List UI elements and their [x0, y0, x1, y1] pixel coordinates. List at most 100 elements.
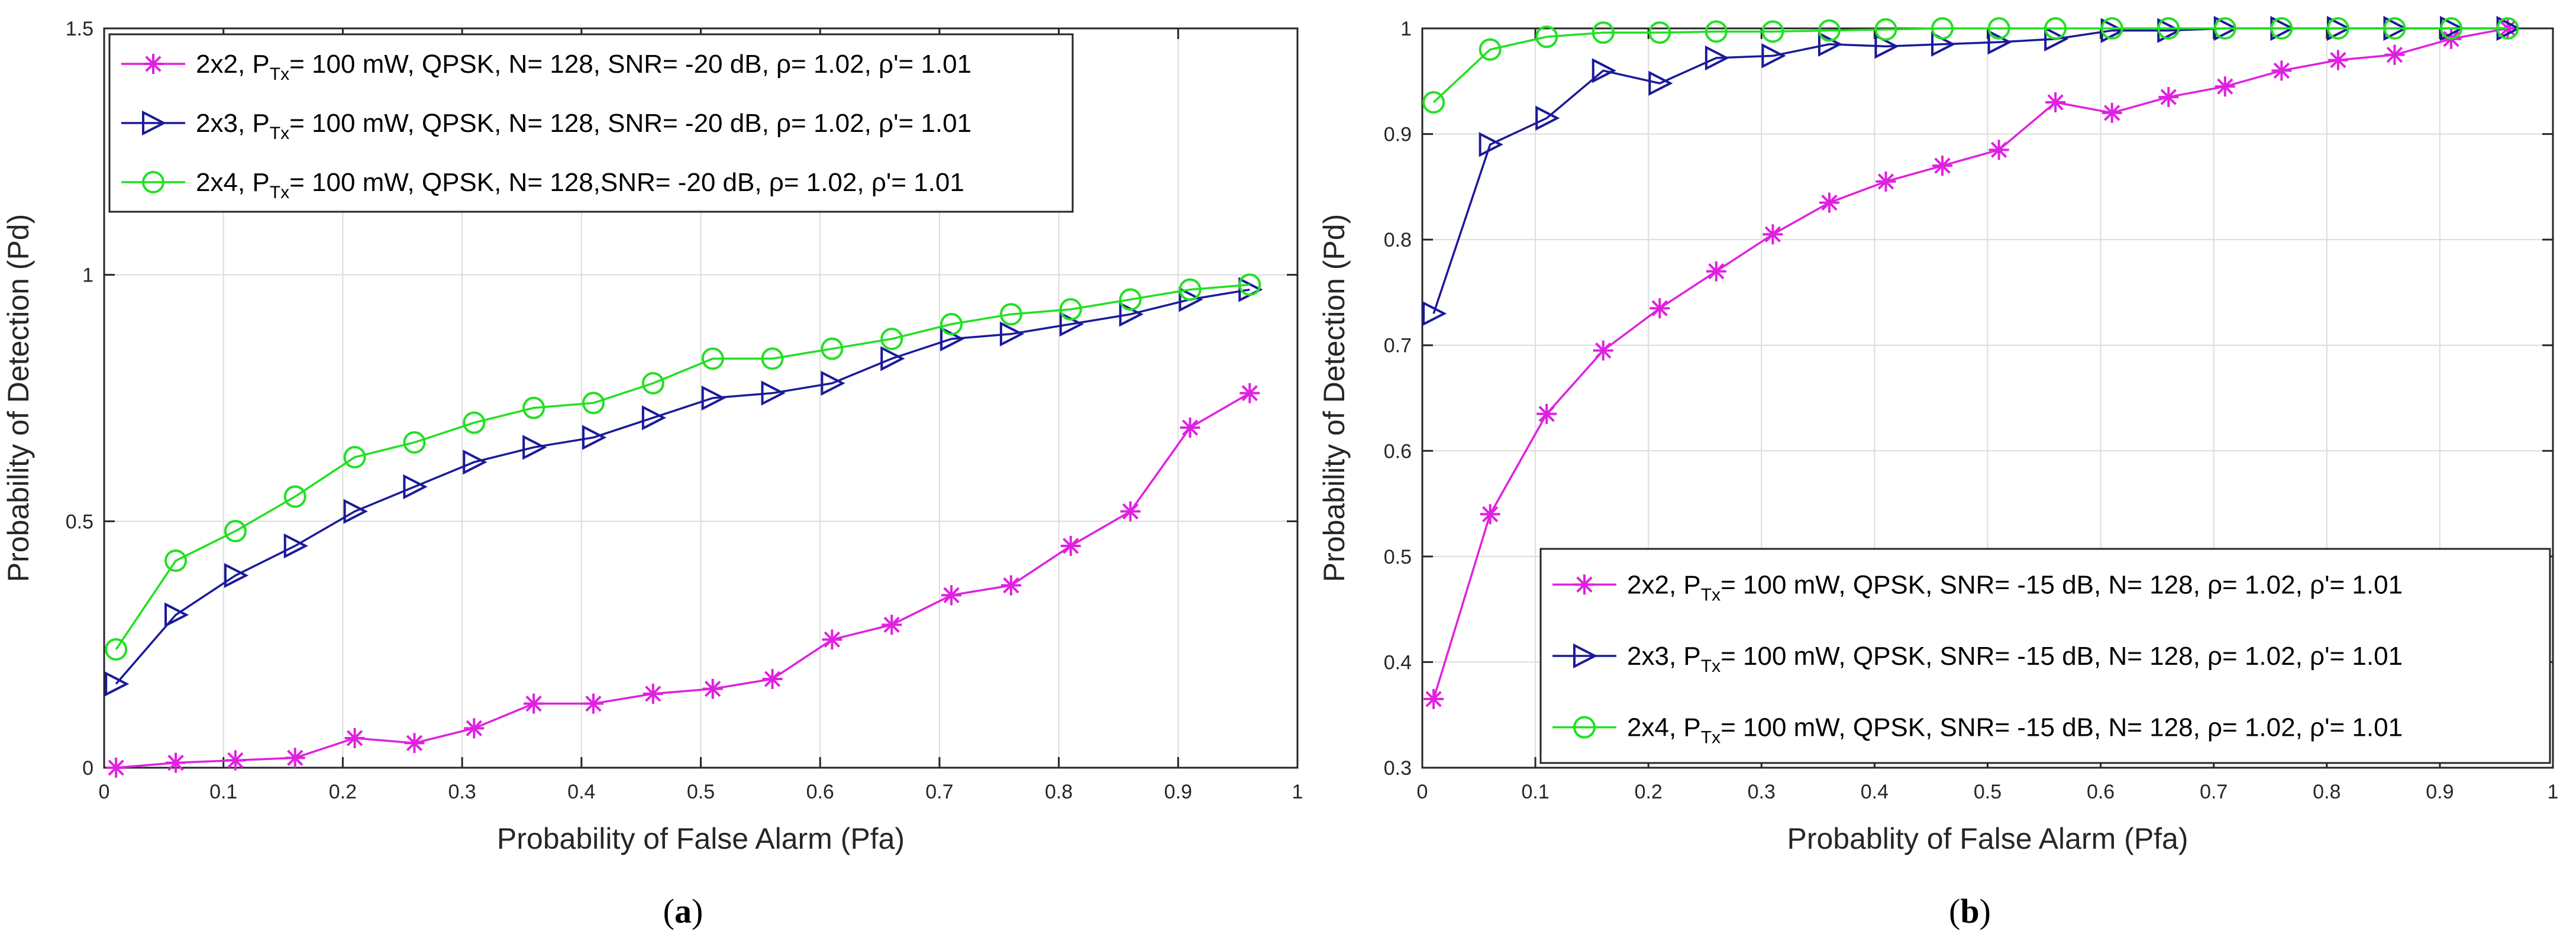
x-tick-label: 1	[2548, 781, 2559, 803]
series-s2x2-point	[1180, 418, 1200, 438]
legend-label-pre: 2x4, P	[196, 168, 270, 197]
series-s2x2-point	[583, 693, 603, 714]
legend-s2x2-point	[1574, 574, 1594, 595]
caption-open: (	[663, 892, 674, 930]
series-s2x2-point	[166, 752, 186, 773]
series-s2x2-point	[2045, 92, 2066, 112]
legend-label-subscript: Tx	[1701, 728, 1720, 748]
series-s2x2	[106, 383, 1260, 778]
x-tick-label: 0.8	[1045, 781, 1073, 803]
legend-s2x4-point	[1573, 716, 1596, 739]
x-tick-label: 0	[99, 781, 110, 803]
x-tick-label: 0.4	[567, 781, 595, 803]
y-tick-label: 0.9	[1384, 124, 1412, 146]
legend-entry-s2x3: 2x3, PTx= 100 mW, QPSK, SNR= -15 dB, N= …	[1552, 642, 2403, 676]
x-axis-label: Probability of False Alarm (Pfa)	[497, 822, 905, 855]
series-s2x3-point	[522, 435, 547, 460]
series-s2x2-point	[464, 718, 485, 739]
series-s2x2-point	[1649, 298, 1670, 319]
series-s2x2-point	[1593, 340, 1613, 361]
legend-label-subscript: Tx	[270, 124, 289, 143]
x-tick-label: 1	[1292, 781, 1303, 803]
series-s2x4-point	[1987, 17, 2010, 40]
legend-s2x4-point	[142, 171, 164, 193]
series-s2x3-point	[821, 370, 845, 396]
x-tick-label: 0.4	[1861, 781, 1889, 803]
series-s2x3-point	[999, 321, 1025, 347]
series-s2x2-point	[344, 728, 365, 748]
legend-label-post: = 100 mW, QPSK, N= 128, SNR= -20 dB, ρ= …	[289, 50, 971, 79]
series-s2x4-point	[343, 446, 366, 468]
series-s2x4-point	[1535, 25, 1558, 48]
series-s2x2-point	[2102, 102, 2122, 123]
legend-entry-s2x3: 2x3, PTx= 100 mW, QPSK, N= 128, SNR= -20…	[121, 109, 971, 143]
series-s2x4-point	[1592, 21, 1615, 44]
series-line-s2x2	[116, 392, 1251, 769]
series-s2x4-point	[1422, 91, 1445, 114]
series-s2x2-point	[822, 629, 842, 650]
legend-label-pre: 2x3, P	[196, 109, 270, 138]
legend-label: 2x3, PTx= 100 mW, QPSK, SNR= -15 dB, N= …	[1627, 642, 2403, 676]
chart-panel-b: 0 0.1 0.2 0.3 0.4 0.5 0.6 0.7 0.8 0.9 1 0.3 0.4 0.5 0.…	[1318, 15, 2559, 930]
series-s2x4-point	[2326, 17, 2349, 40]
series-s2x3-point	[761, 380, 786, 406]
series-s2x2-point	[1819, 192, 1839, 213]
legend-entry-s2x2: 2x2, PTx= 100 mW, QPSK, SNR= -15 dB, N= …	[1552, 570, 2403, 604]
series-s2x4-point	[105, 638, 128, 661]
series-s2x4-point	[582, 392, 605, 415]
x-tick-label: 0.6	[2087, 781, 2115, 803]
y-tick-label: 0.4	[1384, 651, 1412, 674]
series-s2x2-point	[1120, 501, 1141, 522]
legend: 2x2, PTx= 100 mW, QPSK, N= 128, SNR= -20…	[108, 33, 1074, 213]
series-s2x2-point	[2384, 44, 2405, 65]
series-s2x2-point	[225, 750, 246, 771]
series-s2x2-point	[1875, 171, 1896, 192]
y-axis-label: Probability of Detection (Pd)	[2, 214, 35, 583]
series-s2x2-point	[1762, 224, 1783, 245]
legend-label-post: = 100 mW, QPSK, SNR= -15 dB, N= 128, ρ= …	[1720, 570, 2403, 599]
legend-entry-s2x4: 2x4, PTx= 100 mW, QPSK, N= 128,SNR= -20 …	[121, 168, 964, 202]
series-s2x2-point	[1000, 575, 1021, 596]
series-s2x4	[1422, 17, 2519, 114]
y-tick-label: 0	[82, 757, 93, 780]
series-s2x4-point	[1818, 19, 1841, 42]
series-s2x2-point	[106, 758, 127, 778]
series-s2x4-point	[1761, 20, 1784, 43]
series-s2x4-point	[1648, 21, 1671, 44]
series-line-s2x2	[1432, 27, 2508, 700]
legend-label-pre: 2x3, P	[1627, 642, 1701, 671]
series-s2x2-point	[1480, 504, 1500, 525]
y-tick-label: 1	[82, 264, 93, 287]
series-s2x3-point	[1479, 132, 1503, 157]
series-s2x2-point	[941, 585, 962, 606]
series-s2x3-point	[105, 671, 130, 697]
caption-letter: a	[674, 892, 692, 930]
series-s2x4-point	[1931, 17, 1954, 40]
x-tick-label: 0.1	[1521, 781, 1549, 803]
legend-label-post: = 100 mW, QPSK, SNR= -15 dB, N= 128, ρ= …	[1720, 713, 2403, 742]
series-s2x2-point	[404, 733, 425, 754]
x-tick-label: 0.5	[687, 781, 715, 803]
series-s2x3-point	[641, 405, 667, 431]
caption-open: (	[1949, 892, 1960, 930]
series-s2x4-point	[761, 347, 784, 370]
x-tick-label: 0	[1417, 781, 1428, 803]
series-s2x2-point	[2215, 76, 2235, 97]
series-s2x2-point	[643, 684, 663, 704]
series-s2x4-point	[522, 396, 545, 419]
series-s2x2-point	[1932, 156, 1953, 176]
x-tick-label: 0.2	[329, 781, 357, 803]
series-s2x4-point	[403, 431, 426, 454]
chart-panel-a: 0 0.1 0.2 0.3 0.4 0.5 0.6 0.7 0.8 0.9 1 0 0.5 1 1.5 Pro…	[2, 18, 1303, 930]
caption-letter: b	[1960, 892, 1979, 930]
series-s2x2-point	[2158, 87, 2179, 108]
series-s2x3-point	[582, 425, 607, 450]
series-s2x3-point	[224, 562, 249, 588]
legend-label-post: = 100 mW, QPSK, SNR= -15 dB, N= 128, ρ= …	[1720, 642, 2403, 671]
series-s2x4-point	[2270, 17, 2293, 40]
series-s2x3-point	[164, 602, 189, 628]
x-axis-label: Probablity of False Alarm (Pfa)	[1787, 822, 2188, 855]
x-tick-label: 0.6	[806, 781, 834, 803]
series-s2x4-point	[164, 549, 188, 572]
